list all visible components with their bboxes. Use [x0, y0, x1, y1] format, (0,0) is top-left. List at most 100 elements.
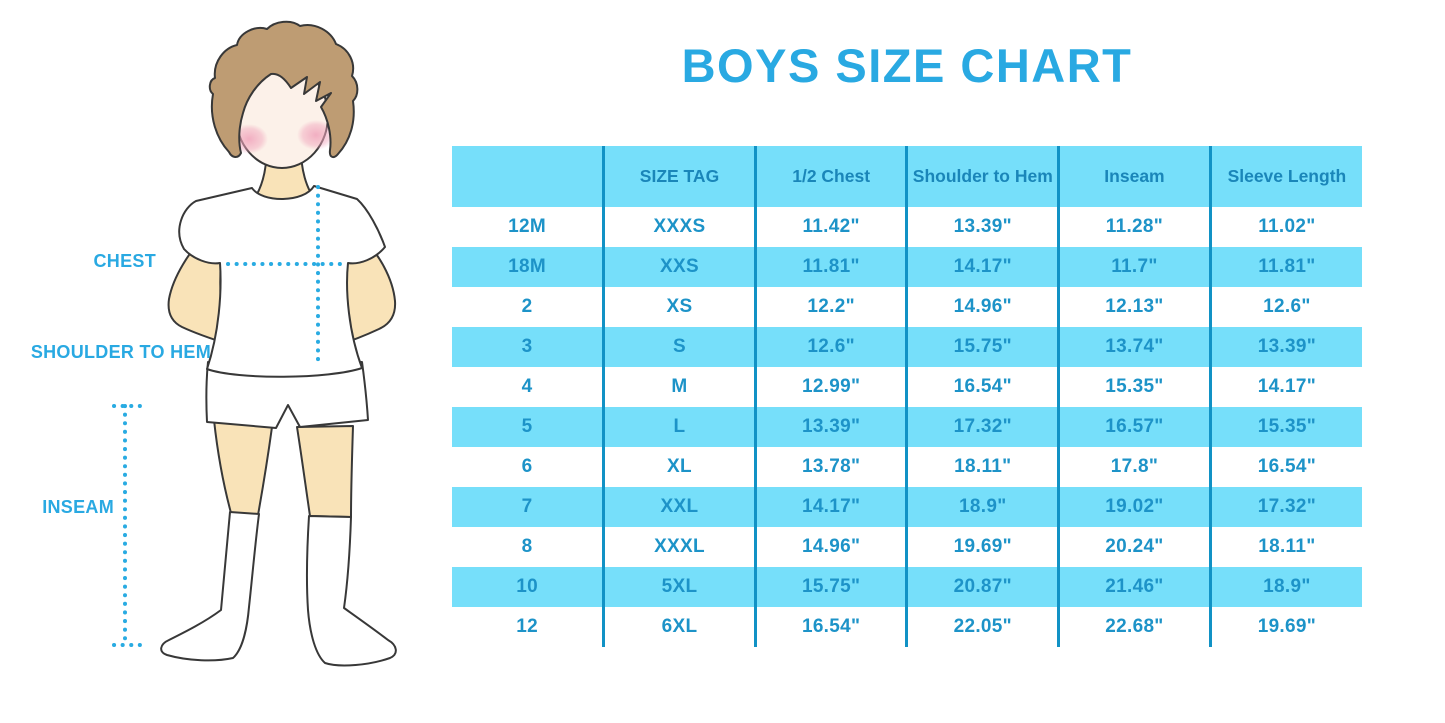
cell-sleeve-length: 13.39": [1208, 327, 1362, 367]
column-header-size: [452, 146, 604, 207]
cell-size-tag: XXS: [602, 247, 756, 287]
cell-size-tag: XL: [602, 447, 756, 487]
column-header-size-tag: SIZE TAG: [602, 146, 756, 207]
cell-sleeve-length: 18.11": [1208, 527, 1362, 567]
cell-half-chest: 15.75": [753, 567, 907, 607]
shoulder-to-hem-label: SHOULDER TO HEM: [30, 342, 211, 362]
left-leg: [213, 419, 273, 516]
table-row: 3 S 12.6" 15.75" 13.74" 13.39": [452, 327, 1362, 367]
cell-inseam: 11.7": [1057, 247, 1211, 287]
cell-half-chest: 13.39": [753, 407, 907, 447]
cell-size-tag: S: [602, 327, 756, 367]
cell-sleeve-length: 16.54": [1208, 447, 1362, 487]
cell-size: 12: [516, 616, 538, 637]
table-row: 6 XL 13.78" 18.11" 17.8" 16.54": [452, 447, 1362, 487]
cell-inseam: 19.02": [1057, 487, 1211, 527]
cell-sleeve-length: 12.6": [1208, 287, 1362, 327]
cell-size: 6: [521, 456, 533, 477]
cell-size-tag: XS: [602, 287, 756, 327]
table-row: 5 L 13.39" 17.32" 16.57" 15.35": [452, 407, 1362, 447]
right-sock: [305, 515, 397, 667]
cell-size-tag: XXL: [602, 487, 756, 527]
cell-inseam: 13.74": [1057, 327, 1211, 367]
cell-sleeve-length: 18.9": [1208, 567, 1362, 607]
column-header-shoulder-to-hem: Shoulder to Hem: [905, 146, 1059, 207]
chest-label: CHEST: [93, 251, 156, 271]
cell-size: 18M: [452, 247, 604, 287]
cell-size: 5: [452, 407, 604, 447]
cell-size: 12M: [508, 216, 547, 237]
cell-half-chest: 12.99": [753, 367, 907, 407]
table-row: 7 XXL 14.17" 18.9" 19.02" 17.32": [452, 487, 1362, 527]
cell-size-tag: M: [602, 367, 756, 407]
table-header-row: SIZE TAG 1/2 Chest Shoulder to Hem Insea…: [452, 146, 1362, 207]
cell-half-chest: 14.96": [753, 527, 907, 567]
cell-sleeve-length: 11.81": [1208, 247, 1362, 287]
cell-size-tag: 5XL: [602, 567, 756, 607]
table-row: 12 6XL 16.54" 22.05" 22.68" 19.69": [452, 607, 1362, 647]
column-header-sleeve-length: Sleeve Length: [1208, 146, 1362, 207]
cell-shoulder-to-hem: 18.11": [905, 447, 1059, 487]
cell-shoulder-to-hem: 22.05": [905, 607, 1059, 647]
cell-inseam: 22.68": [1057, 607, 1211, 647]
table-row: 8 XXXL 14.96" 19.69" 20.24" 18.11": [452, 527, 1362, 567]
size-table-body: 12M XXXS 11.42" 13.39" 11.28" 11.02" 18M XXS 11.…: [452, 207, 1362, 647]
cell-half-chest: 12.2": [753, 287, 907, 327]
table-row: 18M XXS 11.81" 14.17" 11.7" 11.81": [452, 247, 1362, 287]
table-row: 10 5XL 15.75" 20.87" 21.46" 18.9": [452, 567, 1362, 607]
cell-shoulder-to-hem: 18.9": [905, 487, 1059, 527]
cell-size: 10: [452, 567, 604, 607]
cell-shoulder-to-hem: 14.17": [905, 247, 1059, 287]
cell-inseam: 11.28": [1057, 207, 1211, 247]
inseam-label: INSEAM: [42, 497, 114, 517]
cell-size-tag: 6XL: [602, 607, 756, 647]
cell-size: 8: [521, 536, 533, 557]
cell-inseam: 15.35": [1057, 367, 1211, 407]
right-cheek-blush: [297, 120, 335, 150]
cell-shoulder-to-hem: 19.69": [905, 527, 1059, 567]
cell-size: 3: [452, 327, 604, 367]
cell-size: 7: [452, 487, 604, 527]
cell-inseam: 20.24": [1057, 527, 1211, 567]
cell-inseam: 16.57": [1057, 407, 1211, 447]
page-title: BOYS SIZE CHART: [681, 39, 1133, 92]
column-header-inseam: Inseam: [1057, 146, 1211, 207]
shorts: [205, 361, 369, 429]
boy-figure-drawing: [112, 20, 397, 667]
cell-sleeve-length: 17.32": [1208, 487, 1362, 527]
cell-half-chest: 14.17": [753, 487, 907, 527]
cell-shoulder-to-hem: 13.39": [905, 207, 1059, 247]
cell-half-chest: 11.42": [753, 207, 907, 247]
left-sock: [160, 511, 260, 662]
cell-shoulder-to-hem: 17.32": [905, 407, 1059, 447]
cell-sleeve-length: 15.35": [1208, 407, 1362, 447]
cell-shoulder-to-hem: 20.87": [905, 567, 1059, 607]
cell-size: 4: [521, 376, 533, 397]
table-row: 12M XXXS 11.42" 13.39" 11.28" 11.02": [452, 207, 1362, 247]
cell-shoulder-to-hem: 16.54": [905, 367, 1059, 407]
cell-sleeve-length: 14.17": [1208, 367, 1362, 407]
t-shirt: [178, 185, 386, 378]
cell-size-tag: XXXL: [602, 527, 756, 567]
boy-illustration: CHEST SHOULDER TO HEM INSEAM: [0, 0, 450, 723]
cell-half-chest: 12.6": [753, 327, 907, 367]
cell-half-chest: 11.81": [753, 247, 907, 287]
cell-sleeve-length: 19.69": [1208, 607, 1362, 647]
cell-inseam: 21.46": [1057, 567, 1211, 607]
cell-size-tag: XXXS: [602, 207, 756, 247]
cell-half-chest: 13.78": [753, 447, 907, 487]
cell-shoulder-to-hem: 14.96": [905, 287, 1059, 327]
size-table: SIZE TAG 1/2 Chest Shoulder to Hem Insea…: [452, 146, 1362, 647]
cell-shoulder-to-hem: 15.75": [905, 327, 1059, 367]
table-row: 2 XS 12.2" 14.96" 12.13" 12.6": [452, 287, 1362, 327]
right-leg: [296, 425, 354, 518]
cell-sleeve-length: 11.02": [1208, 207, 1362, 247]
column-header-half-chest: 1/2 Chest: [753, 146, 907, 207]
cell-size-tag: L: [602, 407, 756, 447]
hair: [208, 20, 359, 159]
cell-size: 2: [521, 296, 533, 317]
cell-half-chest: 16.54": [753, 607, 907, 647]
cell-inseam: 17.8": [1057, 447, 1211, 487]
cell-inseam: 12.13": [1057, 287, 1211, 327]
